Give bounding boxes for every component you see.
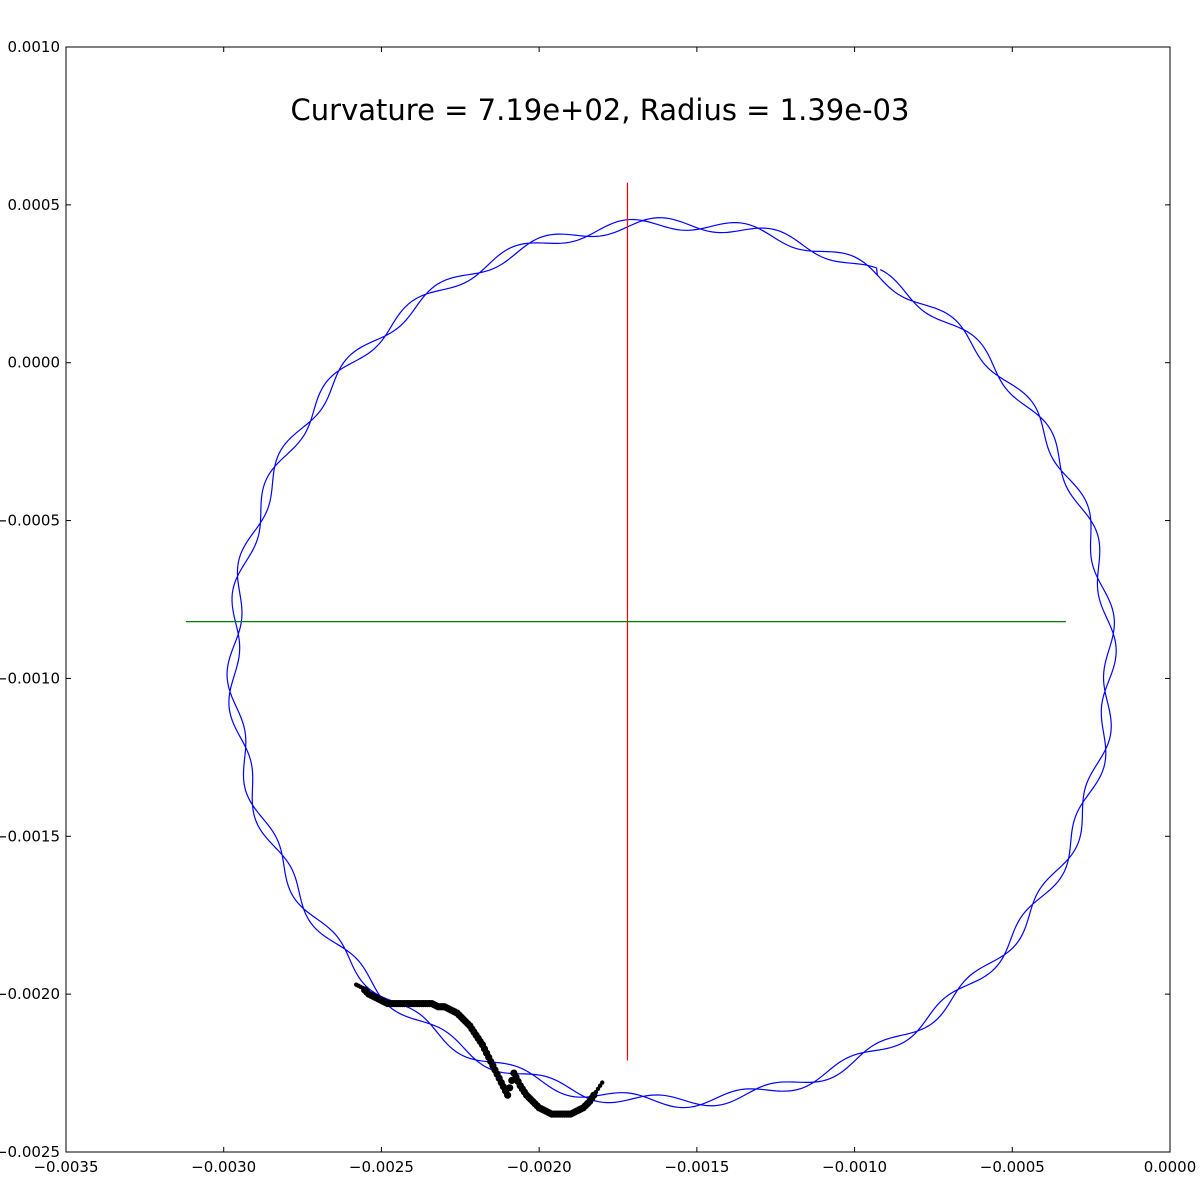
data-point [597, 1083, 603, 1088]
chart-title: Curvature = 7.19e+02, Radius = 1.39e-03 [291, 93, 910, 127]
x-tick-label: −0.0030 [191, 1158, 256, 1176]
y-tick-label: −0.0015 [0, 827, 60, 845]
x-tick-label: −0.0015 [664, 1158, 729, 1176]
x-tick-label: −0.0020 [507, 1158, 572, 1176]
x-tick-label: −0.0005 [980, 1158, 1045, 1176]
data-point [593, 1089, 599, 1095]
data-point [600, 1080, 605, 1085]
axes-frame [65, 46, 1171, 1153]
data-point [504, 1091, 512, 1099]
axes-border [65, 46, 1171, 1153]
x-tick-label: −0.0025 [349, 1158, 414, 1176]
y-tick-label: −0.0010 [0, 669, 60, 687]
y-tick-label: 0.0000 [8, 354, 61, 372]
y-tick-label: −0.0005 [0, 512, 60, 530]
data-point [506, 1084, 514, 1092]
x-tick-label: −0.0035 [33, 1158, 98, 1176]
data-point [595, 1086, 601, 1092]
x-tick-label: 0.0000 [1144, 1158, 1197, 1176]
circle-trace-line [226, 217, 1117, 1109]
x-axis: −0.0035 −0.0030 −0.0025 −0.0020 −0.0015 −0.00… [33, 47, 1196, 1176]
x-tick-label: −0.0010 [822, 1158, 887, 1176]
plot-area [185, 182, 1117, 1118]
y-tick-label: 0.0010 [8, 38, 61, 56]
y-tick-label: −0.0020 [0, 985, 60, 1003]
y-tick-label: −0.0025 [0, 1143, 60, 1161]
y-tick-label: 0.0005 [8, 196, 61, 214]
y-axis: 0.0010 0.0005 0.0000 −0.0005 −0.0010 −0.0015 −… [0, 38, 1170, 1161]
